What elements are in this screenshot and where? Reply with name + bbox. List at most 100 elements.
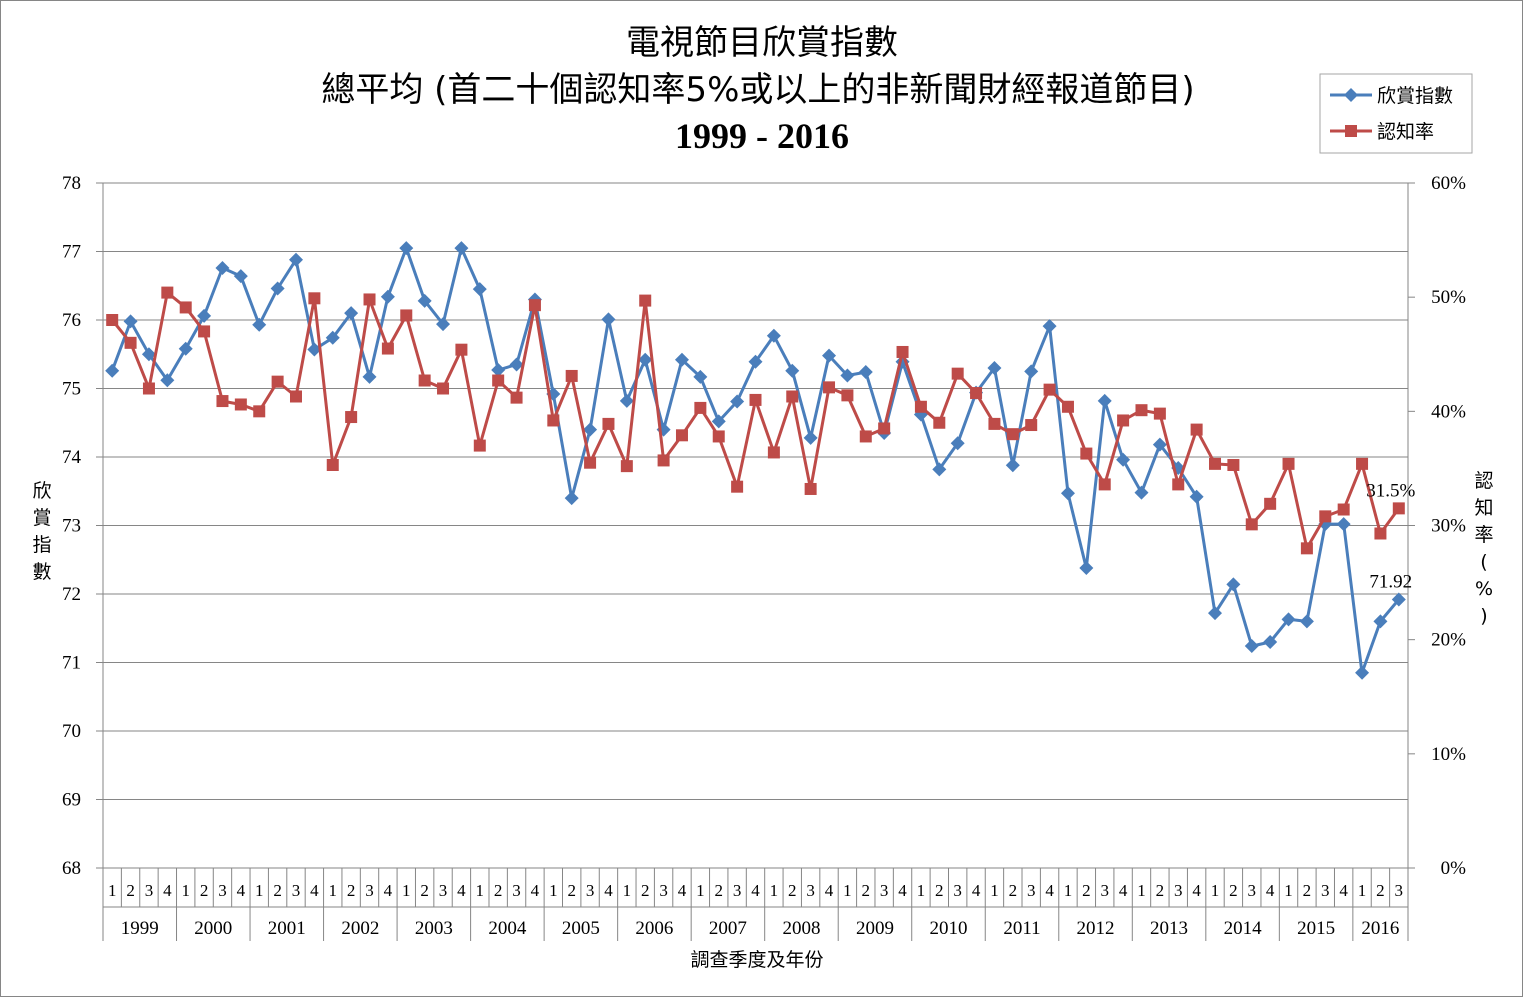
quarter-tick-label: 4 bbox=[457, 881, 466, 900]
awareness-point bbox=[1061, 400, 1074, 413]
awareness-point bbox=[1282, 457, 1295, 470]
legend-label-appreciation: 欣賞指數 bbox=[1377, 85, 1453, 107]
right-tick-label: 10% bbox=[1431, 744, 1466, 765]
left-tick-label: 74 bbox=[62, 447, 82, 468]
appreciation-point bbox=[1391, 592, 1406, 607]
awareness-point bbox=[804, 482, 817, 495]
legend-box bbox=[1319, 73, 1473, 154]
right-tick-label: 40% bbox=[1431, 401, 1466, 422]
right-tick-label: 50% bbox=[1431, 287, 1466, 308]
appreciation-point bbox=[380, 289, 395, 304]
quarter-tick-label: 3 bbox=[1100, 881, 1109, 900]
right-tick-label: 30% bbox=[1431, 516, 1466, 537]
awareness-point bbox=[179, 301, 192, 314]
legend: 欣賞指數 認知率 bbox=[1319, 73, 1473, 154]
left-tick-label: 70 bbox=[62, 721, 81, 742]
awareness-point bbox=[308, 292, 321, 305]
awareness-point bbox=[878, 422, 891, 435]
quarter-tick-label: 2 bbox=[641, 881, 650, 900]
awareness-point bbox=[1172, 478, 1185, 491]
quarter-tick-label: 1 bbox=[623, 881, 632, 900]
appreciation-point bbox=[472, 282, 487, 297]
quarter-tick-label: 2 bbox=[200, 881, 209, 900]
appreciation-point bbox=[1079, 560, 1094, 575]
right-tick-label: 20% bbox=[1431, 630, 1466, 651]
quarter-tick-label: 2 bbox=[788, 881, 797, 900]
appreciation-point bbox=[270, 281, 285, 296]
quarter-tick-label: 1 bbox=[476, 881, 485, 900]
appreciation-point bbox=[1042, 319, 1057, 334]
appreciation-point bbox=[325, 330, 340, 345]
awareness-point bbox=[345, 411, 358, 424]
quarter-tick-label: 3 bbox=[365, 881, 374, 900]
quarter-tick-label: 3 bbox=[659, 881, 668, 900]
awareness-point bbox=[602, 417, 615, 430]
quarter-tick-label: 2 bbox=[567, 881, 576, 900]
quarter-tick-label: 2 bbox=[1303, 881, 1312, 900]
right-tick-label: 60% bbox=[1431, 173, 1466, 194]
appreciation-point bbox=[362, 369, 377, 384]
year-tick-label: 2012 bbox=[1077, 918, 1115, 939]
awareness-point bbox=[859, 430, 872, 443]
awareness-point bbox=[1356, 457, 1369, 470]
quarter-tick-label: 2 bbox=[420, 881, 429, 900]
year-tick-label: 2011 bbox=[1003, 918, 1040, 939]
right-tick-label: 0% bbox=[1441, 858, 1467, 879]
left-tick-label: 77 bbox=[62, 242, 81, 263]
quarter-tick-label: 3 bbox=[953, 881, 962, 900]
quarter-tick-label: 1 bbox=[770, 881, 779, 900]
quarter-tick-label: 3 bbox=[1248, 881, 1257, 900]
quarter-tick-label: 1 bbox=[1064, 881, 1073, 900]
x-axis-title: 調查季度及年份 bbox=[690, 949, 823, 971]
awareness-point bbox=[786, 390, 799, 403]
right-axis-title: 認知率 (%) bbox=[1474, 470, 1493, 627]
appreciation-point bbox=[583, 422, 598, 437]
quarter-tick-label: 4 bbox=[1192, 881, 1201, 900]
quarter-tick-label: 1 bbox=[1211, 881, 1220, 900]
quarter-tick-label: 1 bbox=[1284, 881, 1293, 900]
right-axis-title-char: ( bbox=[1480, 551, 1487, 573]
quarter-tick-label: 3 bbox=[512, 881, 521, 900]
quarter-tick-label: 1 bbox=[696, 881, 705, 900]
awareness-point bbox=[951, 367, 964, 380]
quarter-tick-label: 1 bbox=[990, 881, 999, 900]
quarter-tick-label: 1 bbox=[329, 881, 338, 900]
appreciation-end-label: 71.92 bbox=[1369, 571, 1412, 592]
awareness-point bbox=[896, 345, 909, 358]
left-tick-label: 76 bbox=[62, 310, 81, 331]
appreciation-point bbox=[1024, 364, 1039, 379]
appreciation-point bbox=[693, 369, 708, 384]
quarter-tick-label: 3 bbox=[733, 881, 742, 900]
awareness-point bbox=[565, 369, 578, 382]
awareness-point bbox=[1319, 510, 1332, 523]
awareness-point bbox=[823, 381, 836, 394]
chart-title-line-1: 電視節目欣賞指數 bbox=[626, 23, 898, 63]
year-tick-label: 2005 bbox=[562, 918, 600, 939]
quarter-tick-label: 1 bbox=[108, 881, 117, 900]
awareness-point bbox=[381, 342, 394, 355]
quarter-tick-label: 4 bbox=[237, 881, 246, 900]
awareness-point bbox=[970, 387, 983, 400]
appreciation-point bbox=[178, 341, 193, 356]
appreciation-point bbox=[1189, 489, 1204, 504]
appreciation-point bbox=[711, 414, 726, 429]
quarter-tick-label: 2 bbox=[1009, 881, 1018, 900]
appreciation-point bbox=[491, 363, 506, 378]
awareness-point bbox=[492, 374, 505, 387]
appreciation-point bbox=[564, 491, 579, 506]
awareness-point bbox=[694, 401, 707, 414]
awareness-point bbox=[1025, 419, 1038, 432]
quarter-tick-label: 2 bbox=[1376, 881, 1385, 900]
quarter-tick-label: 3 bbox=[1027, 881, 1036, 900]
appreciation-point bbox=[436, 317, 451, 332]
legend-marker-appreciation bbox=[1344, 88, 1358, 102]
year-tick-label: 2013 bbox=[1150, 918, 1188, 939]
awareness-point bbox=[1374, 527, 1387, 540]
appreciation-point bbox=[344, 306, 359, 321]
appreciation-point bbox=[1373, 614, 1388, 629]
awareness-point bbox=[620, 460, 633, 473]
quarter-tick-label: 2 bbox=[273, 881, 282, 900]
quarter-tick-label: 4 bbox=[163, 881, 172, 900]
quarter-tick-label: 3 bbox=[1174, 881, 1183, 900]
awareness-point bbox=[198, 325, 211, 338]
